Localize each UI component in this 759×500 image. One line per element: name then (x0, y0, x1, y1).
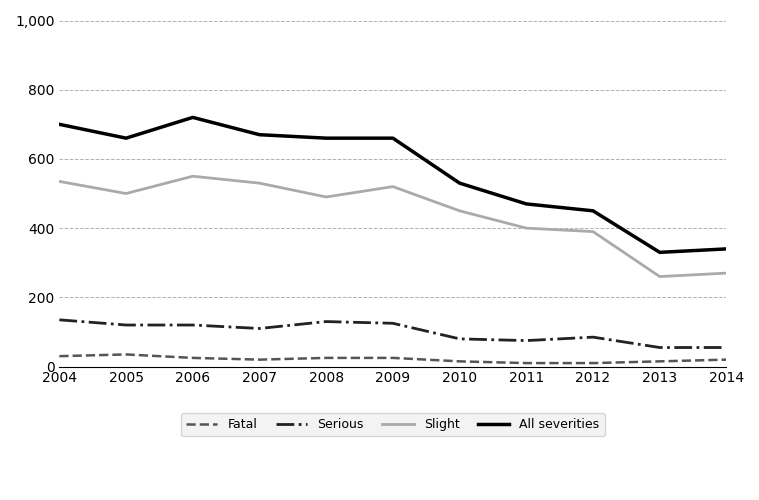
Legend: Fatal, Serious, Slight, All severities: Fatal, Serious, Slight, All severities (181, 414, 605, 436)
